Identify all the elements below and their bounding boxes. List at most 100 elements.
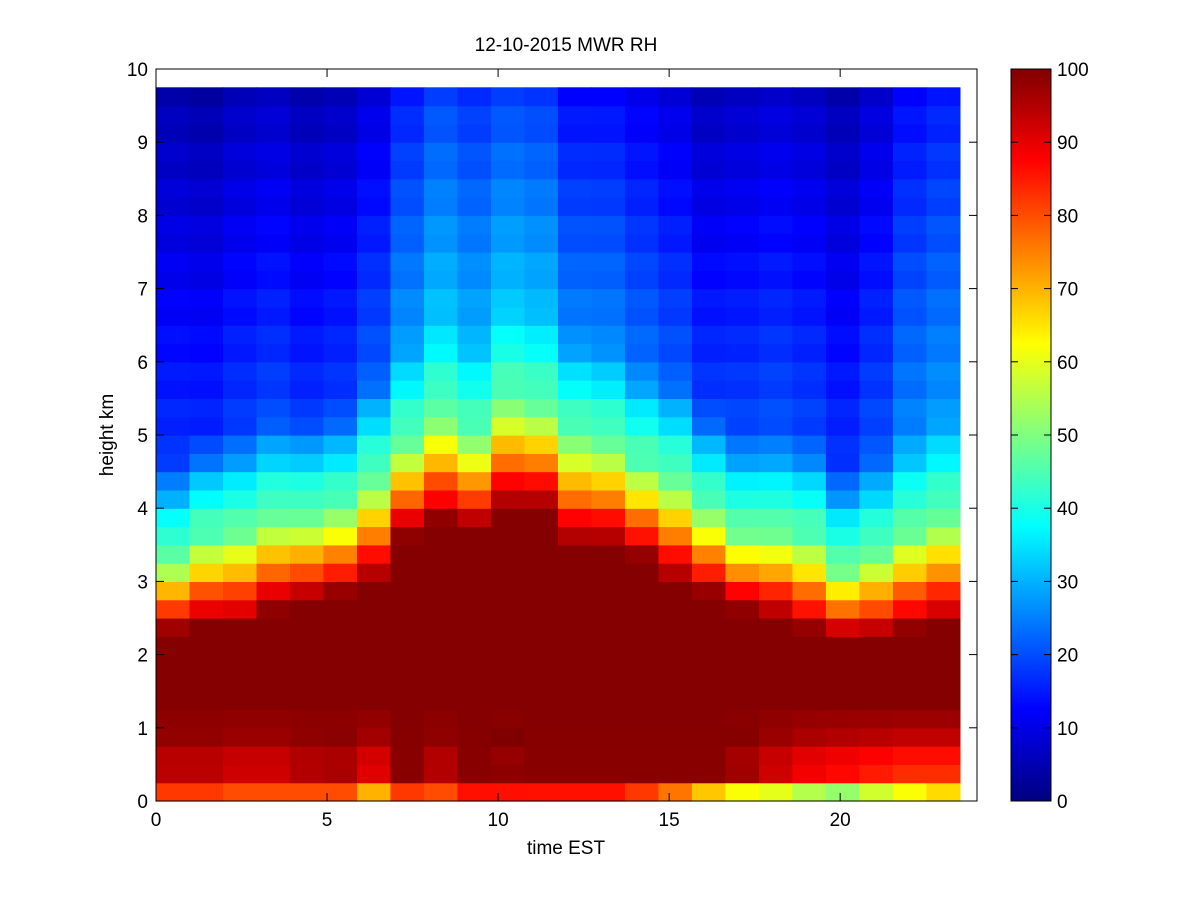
heatmap-cell bbox=[658, 618, 693, 637]
heatmap-cell bbox=[490, 252, 526, 271]
heatmap-cell bbox=[323, 87, 358, 107]
heatmap-cell bbox=[222, 343, 258, 363]
heatmap-cell bbox=[222, 380, 258, 399]
heatmap-cell bbox=[289, 160, 325, 180]
heatmap-cell bbox=[691, 160, 727, 180]
heatmap-cell bbox=[256, 581, 291, 601]
heatmap-cell bbox=[222, 270, 258, 290]
heatmap-cell bbox=[725, 782, 760, 802]
heatmap-cell bbox=[490, 563, 526, 582]
heatmap-cell bbox=[859, 361, 894, 381]
heatmap-cell bbox=[256, 233, 291, 253]
heatmap-cell bbox=[423, 636, 459, 656]
heatmap-cell bbox=[256, 746, 291, 765]
heatmap-cell bbox=[423, 123, 459, 143]
heatmap-cell bbox=[926, 142, 961, 162]
heatmap-cell bbox=[457, 618, 492, 637]
heatmap-cell bbox=[156, 526, 191, 546]
heatmap-cell bbox=[356, 215, 392, 235]
heatmap-cell bbox=[926, 489, 961, 509]
heatmap-cell bbox=[691, 398, 727, 418]
heatmap-cell bbox=[926, 105, 961, 125]
heatmap-cell bbox=[189, 398, 224, 418]
heatmap-cell bbox=[825, 123, 861, 143]
heatmap-cell bbox=[423, 87, 459, 107]
heatmap-cell bbox=[591, 380, 626, 399]
heatmap-cell bbox=[289, 453, 325, 473]
heatmap-cell bbox=[323, 672, 358, 692]
heatmap-cell bbox=[658, 453, 693, 473]
heatmap-cell bbox=[289, 87, 325, 107]
heatmap-cell bbox=[624, 215, 660, 235]
heatmap-cell bbox=[323, 691, 358, 711]
heatmap-cell bbox=[289, 544, 325, 564]
heatmap-cell bbox=[591, 160, 626, 180]
heatmap-cell bbox=[222, 215, 258, 235]
heatmap-cell bbox=[758, 380, 794, 399]
heatmap-cell bbox=[926, 215, 961, 235]
heatmap-cell bbox=[423, 178, 459, 198]
heatmap-cell bbox=[356, 636, 392, 656]
heatmap-cell bbox=[156, 672, 191, 692]
colorbar-tick-label: 10 bbox=[1057, 719, 1078, 740]
heatmap-cell bbox=[792, 343, 827, 363]
heatmap-cell bbox=[289, 526, 325, 546]
heatmap-cell bbox=[557, 123, 593, 143]
heatmap-cell bbox=[825, 343, 861, 363]
heatmap-cell bbox=[926, 654, 961, 674]
heatmap-cell bbox=[457, 453, 492, 473]
heatmap-cell bbox=[926, 398, 961, 418]
heatmap-cell bbox=[256, 526, 291, 546]
heatmap-cell bbox=[758, 544, 794, 564]
heatmap-cell bbox=[691, 325, 727, 345]
heatmap-cell bbox=[256, 435, 291, 454]
heatmap-cell bbox=[222, 453, 258, 473]
heatmap-cell bbox=[591, 123, 626, 143]
heatmap-cell bbox=[156, 654, 191, 674]
heatmap-cell bbox=[892, 563, 927, 582]
heatmap-cell bbox=[591, 526, 626, 546]
heatmap-cell bbox=[792, 544, 827, 564]
heatmap-cell bbox=[691, 727, 727, 747]
heatmap-cell bbox=[189, 709, 224, 729]
heatmap-cell bbox=[926, 197, 961, 216]
heatmap-cell bbox=[457, 746, 492, 765]
heatmap-cell bbox=[825, 197, 861, 216]
heatmap-cell bbox=[825, 380, 861, 399]
heatmap-cell bbox=[557, 508, 593, 528]
heatmap-cell bbox=[189, 563, 224, 582]
heatmap-cell bbox=[725, 380, 760, 399]
heatmap-cell bbox=[356, 471, 392, 491]
colorbar-tick-label: 100 bbox=[1057, 60, 1089, 81]
heatmap-cell bbox=[323, 325, 358, 345]
heatmap-cell bbox=[222, 581, 258, 601]
heatmap-cell bbox=[892, 435, 927, 454]
heatmap-cell bbox=[423, 746, 459, 765]
heatmap-cell bbox=[289, 672, 325, 692]
heatmap-cell bbox=[524, 306, 559, 326]
heatmap-cell bbox=[222, 636, 258, 656]
heatmap-cell bbox=[156, 105, 191, 125]
heatmap-cell bbox=[725, 672, 760, 692]
heatmap-cell bbox=[256, 306, 291, 326]
heatmap-cell bbox=[624, 252, 660, 271]
heatmap-cell bbox=[457, 160, 492, 180]
heatmap-cell bbox=[156, 343, 191, 363]
heatmap-cell bbox=[758, 160, 794, 180]
heatmap-cell bbox=[859, 746, 894, 765]
heatmap-cell bbox=[691, 599, 727, 619]
heatmap-cell bbox=[323, 105, 358, 125]
heatmap-cell bbox=[423, 343, 459, 363]
heatmap-cell bbox=[591, 709, 626, 729]
heatmap-cell bbox=[892, 105, 927, 125]
heatmap-cell bbox=[725, 654, 760, 674]
heatmap-cell bbox=[356, 160, 392, 180]
heatmap-cell bbox=[825, 489, 861, 509]
heatmap-cell bbox=[457, 87, 492, 107]
heatmap-cell bbox=[222, 709, 258, 729]
heatmap-cell bbox=[859, 672, 894, 692]
heatmap-cell bbox=[725, 764, 760, 784]
heatmap-cell bbox=[457, 142, 492, 162]
heatmap-cell bbox=[624, 87, 660, 107]
heatmap-cell bbox=[725, 142, 760, 162]
